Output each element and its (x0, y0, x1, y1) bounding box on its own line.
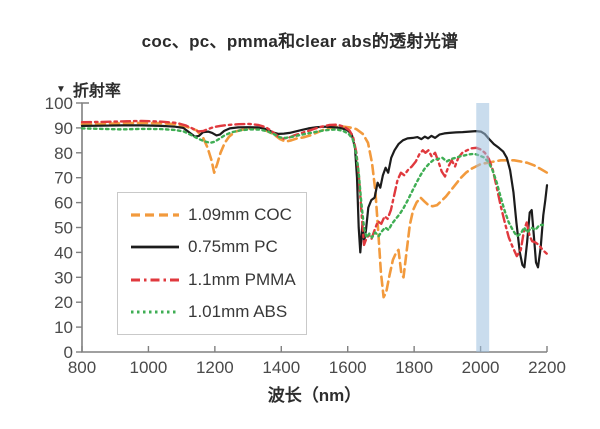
legend-item-pmma: 1.1mm PMMA (130, 270, 306, 290)
legend-label-pc: 0.75mm PC (188, 237, 278, 257)
svg-text:2000: 2000 (462, 358, 500, 377)
legend-label-pmma: 1.1mm PMMA (188, 269, 296, 289)
svg-text:100: 100 (45, 94, 73, 113)
svg-text:70: 70 (54, 169, 73, 188)
svg-text:20: 20 (54, 293, 73, 312)
svg-text:10: 10 (54, 318, 73, 337)
pc-solid-line-sample (131, 245, 179, 249)
svg-text:40: 40 (54, 243, 73, 262)
svg-text:1800: 1800 (395, 358, 433, 377)
y-axis-label: 折射率 (72, 83, 121, 100)
svg-text:2200: 2200 (528, 358, 566, 377)
legend-item-abs: 1.01mm ABS (130, 302, 306, 322)
svg-text:50: 50 (54, 219, 73, 238)
svg-text:1000: 1000 (130, 358, 168, 377)
svg-text:800: 800 (68, 358, 96, 377)
svg-text:90: 90 (54, 119, 73, 138)
abs-dotted-line-sample (131, 310, 179, 314)
chart-title: coc、pc、pmma和clear abs的透射光谱 (141, 32, 459, 51)
svg-text:60: 60 (54, 194, 73, 213)
svg-text:0: 0 (64, 343, 73, 362)
svg-text:1600: 1600 (329, 358, 367, 377)
svg-text:80: 80 (54, 144, 73, 163)
legend-box: 1.09mm COC 0.75mm PC 1.1mm PMMA 1.01mm A… (117, 192, 307, 335)
coc-dashed-line-sample (131, 213, 179, 217)
legend-item-coc: 1.09mm COC (130, 205, 306, 225)
pmma-dashdot-line-sample (131, 278, 179, 282)
y-axis-title: ▼ 折射率 (56, 77, 121, 101)
legend-item-pc: 0.75mm PC (130, 237, 306, 257)
svg-text:1200: 1200 (196, 358, 234, 377)
legend-label-coc: 1.09mm COC (188, 205, 292, 225)
down-triangle-icon: ▼ (56, 84, 66, 95)
svg-text:30: 30 (54, 268, 73, 287)
x-axis-label: 波长（nm） (267, 386, 362, 405)
legend-label-abs: 1.01mm ABS (188, 301, 288, 321)
svg-text:1400: 1400 (262, 358, 300, 377)
